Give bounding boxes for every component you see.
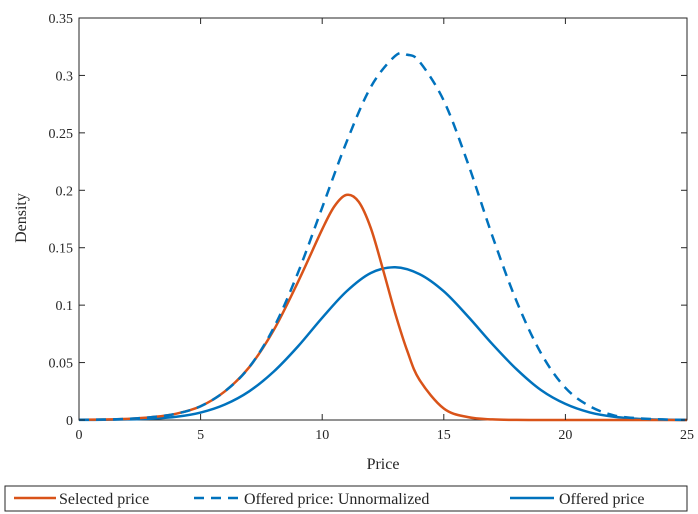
legend-label-offered-price: Offered price — [559, 491, 644, 508]
legend-label-selected-price: Selected price — [59, 491, 149, 508]
x-tick-label: 20 — [558, 428, 572, 443]
x-tick-label: 25 — [680, 428, 694, 443]
legend-box — [4, 485, 688, 512]
series-line-offered-price — [78, 265, 688, 422]
x-tick-label: 5 — [197, 428, 204, 443]
y-tick-label: 0.05 — [49, 357, 74, 372]
y-tick-label: 0.1 — [56, 299, 74, 314]
axis-ticks: 0 5 10 15 20 25 0 0.05 0.1 0.15 0.2 0.25 0.3 0.35 — [49, 12, 695, 443]
x-tick-label: 15 — [437, 428, 451, 443]
y-tick-label: 0 — [66, 414, 73, 429]
y-tick-label: 0.25 — [49, 127, 74, 142]
y-axis-label: Density — [13, 193, 30, 243]
y-tick-label: 0.2 — [56, 184, 74, 199]
plot-area — [78, 17, 688, 422]
x-axis-label: Price — [367, 456, 400, 473]
legend-label-offered-price-unnormalized: Offered price: Unnormalized — [244, 491, 429, 508]
series-line-selected-price — [78, 193, 687, 422]
x-tick-label: 0 — [76, 428, 83, 443]
series-line-offered-price-unnormalized — [78, 51, 688, 422]
y-tick-label: 0.3 — [56, 69, 74, 84]
y-tick-label: 0.15 — [49, 242, 74, 257]
plot-frame — [78, 17, 688, 421]
y-tick-label: 0.35 — [49, 12, 74, 27]
x-tick-label: 10 — [315, 428, 329, 443]
legend: Selected price Offered price: Unnormalize… — [4, 485, 688, 512]
